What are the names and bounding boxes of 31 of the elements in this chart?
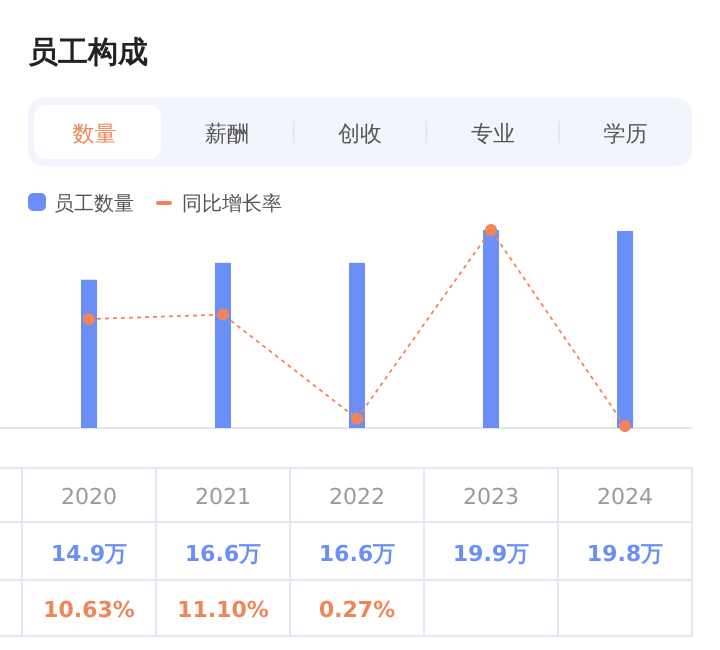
point (485, 224, 497, 236)
bar (349, 262, 365, 428)
data-label: 19.8万 (586, 542, 664, 567)
data-label: 19.9万 (452, 542, 530, 567)
chart-title: 员工构成 (28, 35, 148, 70)
bar (617, 230, 633, 428)
bar (483, 230, 499, 428)
legend-label: 员工数量 (54, 191, 134, 215)
bar (215, 262, 231, 428)
data-label: 11.10% (177, 598, 269, 623)
x-tick-label: 2023 (463, 485, 519, 510)
data-label: 16.6万 (184, 542, 262, 567)
x-tick-label: 2024 (597, 485, 653, 510)
x-tick-label: 2022 (329, 485, 385, 510)
data-label: 10.63% (43, 598, 135, 623)
point (217, 308, 229, 321)
text: 专业 (470, 122, 515, 147)
point (619, 420, 631, 432)
x-tick-label: 2021 (195, 485, 251, 510)
text: 数量 (72, 122, 116, 147)
point (351, 412, 363, 425)
bar (81, 280, 97, 428)
text: 创收 (338, 122, 382, 147)
data-label: 14.9万 (50, 542, 128, 567)
legend-label: 同比增长率 (182, 191, 282, 215)
text: 学历 (604, 122, 648, 147)
data-label: 16.6万 (318, 542, 396, 567)
data-label: 0.27% (318, 598, 396, 623)
text: 薪酬 (205, 122, 250, 147)
x-tick-label: 2020 (61, 485, 117, 510)
point (83, 313, 95, 326)
